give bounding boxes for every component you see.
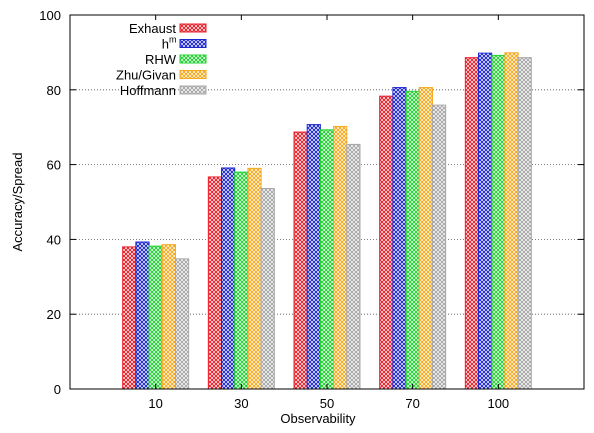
- y-axis-label: Accuracy/Spread: [10, 153, 25, 252]
- x-tick-label: 100: [487, 396, 509, 411]
- bar-exhaust-70: [379, 95, 394, 390]
- x-tick-label: 70: [405, 396, 419, 411]
- bar-rhw-70: [405, 90, 420, 390]
- legend-label: RHW: [145, 52, 177, 67]
- legend-swatch: [179, 54, 207, 64]
- bar-h-30: [221, 167, 236, 390]
- y-tick-label: 100: [39, 8, 61, 23]
- plot-frame: [69, 14, 585, 390]
- bar-h-100: [478, 52, 493, 390]
- legend-item: Zhu/Givan: [116, 68, 207, 83]
- bar-h-70: [392, 87, 407, 390]
- bar-hoffmann-10: [174, 258, 190, 390]
- legend-label: Zhu/Givan: [116, 68, 176, 83]
- bar-zhu-givan-50: [333, 125, 348, 390]
- bar-zhu-givan-100: [504, 52, 519, 390]
- x-axis-label: Observability: [280, 411, 356, 426]
- legend-item: Hoffmann: [120, 83, 207, 98]
- legend-item: Exhaust: [129, 21, 207, 36]
- legend-swatch: [179, 23, 207, 33]
- bar-hoffmann-70: [431, 104, 447, 390]
- bar-rhw-100: [491, 54, 506, 390]
- legend-label-superscript: m: [169, 35, 177, 45]
- y-tick-label: 0: [54, 382, 61, 397]
- legend-swatch: [179, 85, 207, 95]
- bar-hoffmann-50: [346, 143, 361, 390]
- y-tick-label: 60: [47, 158, 61, 173]
- legend-item: RHW: [145, 52, 207, 67]
- legend-swatch: [179, 39, 207, 48]
- legend-label: Hoffmann: [120, 83, 176, 98]
- x-tick-label: 30: [234, 396, 248, 411]
- y-tick-label: 20: [47, 307, 61, 322]
- axes: 10 30 50 70 100 0 20 40 60 80 100: [39, 8, 585, 411]
- bar-h-10: [135, 241, 150, 390]
- bar-exhaust-30: [207, 176, 223, 390]
- bar-exhaust-10: [122, 246, 137, 390]
- legend-label: Exhaust: [129, 21, 176, 36]
- bar-exhaust-100: [464, 57, 480, 390]
- bar-zhu-givan-10: [161, 244, 176, 390]
- bar-exhaust-50: [293, 131, 308, 390]
- x-tick-label: 50: [320, 396, 334, 411]
- bar-rhw-30: [234, 171, 249, 390]
- bar-rhw-50: [319, 129, 335, 390]
- bars: [122, 52, 532, 390]
- bar-zhu-givan-30: [247, 167, 262, 390]
- bar-h-50: [306, 124, 321, 390]
- bar-rhw-10: [148, 245, 163, 390]
- legend-label: h: [162, 37, 169, 52]
- y-tick-label: 80: [47, 83, 61, 98]
- bar-hoffmann-100: [517, 57, 532, 390]
- bar-zhu-givan-70: [418, 87, 433, 390]
- x-tick-label: 10: [148, 396, 162, 411]
- bar-hoffmann-30: [260, 188, 275, 390]
- y-tick-label: 40: [47, 232, 61, 247]
- legend-swatch: [179, 70, 207, 79]
